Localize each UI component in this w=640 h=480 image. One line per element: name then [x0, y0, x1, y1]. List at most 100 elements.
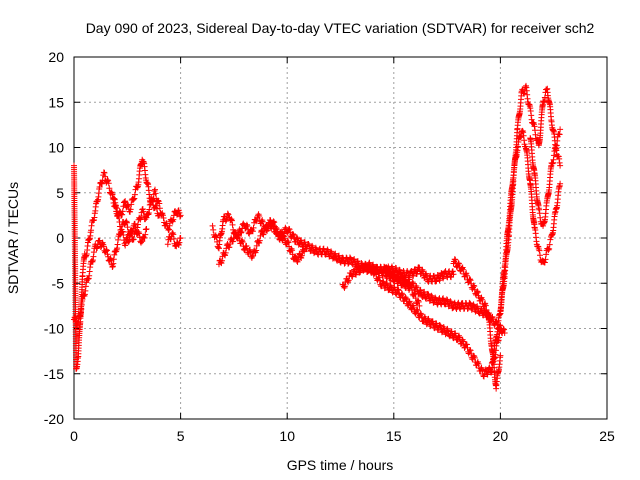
data-point — [290, 232, 297, 239]
data-point — [164, 241, 171, 248]
data-point — [424, 290, 431, 297]
y-tick-label: -5 — [52, 275, 65, 291]
data-point — [170, 235, 177, 242]
axis-ticks: 0 5 10 15 20 25 -20 -15 -10 -5 0 5 10 15 20 — [44, 49, 615, 444]
x-tick-label: 20 — [493, 428, 509, 444]
data-point — [480, 373, 487, 380]
data-point — [418, 292, 425, 299]
data-point — [345, 260, 352, 267]
data-point — [243, 242, 250, 249]
y-axis-label: SDTVAR / TECUs — [5, 182, 21, 294]
series-seg1 — [71, 156, 163, 372]
x-tick-label: 10 — [279, 428, 295, 444]
data-point — [294, 235, 301, 242]
data-point — [380, 279, 387, 286]
data-point — [452, 330, 459, 337]
data-point — [229, 221, 236, 228]
data-point — [96, 237, 103, 244]
data-point — [305, 240, 312, 247]
data-point — [126, 237, 133, 244]
data-point — [383, 264, 390, 271]
data-point — [332, 250, 339, 257]
data-point — [424, 317, 431, 324]
data-point — [290, 231, 297, 238]
data-point — [119, 208, 126, 215]
data-point — [479, 296, 486, 303]
data-point — [387, 266, 394, 273]
data-point — [398, 290, 405, 297]
data-point — [282, 224, 289, 231]
data-point — [402, 294, 409, 301]
data-point — [501, 330, 508, 337]
data-points — [71, 82, 564, 392]
data-point — [229, 238, 236, 245]
data-point — [226, 244, 233, 251]
data-point — [225, 211, 232, 218]
data-point — [159, 212, 166, 219]
data-point — [356, 269, 363, 276]
data-point — [347, 255, 354, 262]
data-point — [455, 260, 462, 267]
data-point — [460, 266, 467, 273]
data-point — [152, 190, 159, 197]
data-point — [297, 254, 304, 261]
data-point — [399, 291, 406, 298]
data-point — [219, 257, 226, 264]
data-point — [127, 206, 134, 213]
data-point — [259, 218, 266, 225]
data-point — [119, 211, 126, 218]
data-point — [258, 218, 265, 225]
data-point — [301, 248, 308, 255]
data-point — [463, 272, 470, 279]
data-point — [436, 277, 443, 284]
data-point — [249, 228, 256, 235]
data-point — [176, 209, 183, 216]
data-point — [410, 302, 417, 309]
data-point — [353, 271, 360, 278]
y-tick-label: 5 — [56, 185, 64, 201]
data-point — [396, 266, 403, 273]
x-axis-label: GPS time / hours — [287, 457, 394, 473]
data-point — [264, 227, 271, 234]
data-point — [418, 311, 425, 318]
data-point — [477, 365, 484, 372]
data-point — [387, 283, 394, 290]
data-point — [253, 247, 260, 254]
data-point — [175, 207, 182, 214]
data-point — [130, 236, 137, 243]
data-point — [94, 244, 101, 251]
data-point — [541, 94, 548, 101]
data-point — [122, 242, 129, 249]
y-tick-label: 10 — [48, 140, 64, 156]
data-point — [293, 257, 300, 264]
data-point — [395, 287, 402, 294]
data-point — [236, 233, 243, 240]
data-point — [466, 299, 473, 306]
data-point — [456, 334, 463, 341]
data-point — [82, 253, 89, 260]
data-point — [250, 252, 257, 259]
data-point — [228, 216, 235, 223]
data-point — [413, 306, 420, 313]
data-point — [488, 369, 495, 376]
data-point — [466, 300, 473, 307]
data-point — [373, 263, 380, 270]
data-point — [428, 292, 435, 299]
data-point — [342, 283, 349, 290]
data-point — [311, 250, 318, 257]
data-point — [360, 267, 367, 274]
data-point — [417, 310, 424, 317]
data-point — [433, 320, 440, 327]
data-point — [497, 352, 504, 359]
data-point — [128, 201, 135, 208]
data-point — [165, 226, 172, 233]
data-point — [416, 302, 423, 309]
data-point — [448, 328, 455, 335]
series-seg3 — [109, 191, 150, 249]
data-point — [432, 278, 439, 285]
data-point — [410, 272, 417, 279]
data-point — [376, 274, 383, 281]
x-tick-label: 5 — [177, 428, 185, 444]
